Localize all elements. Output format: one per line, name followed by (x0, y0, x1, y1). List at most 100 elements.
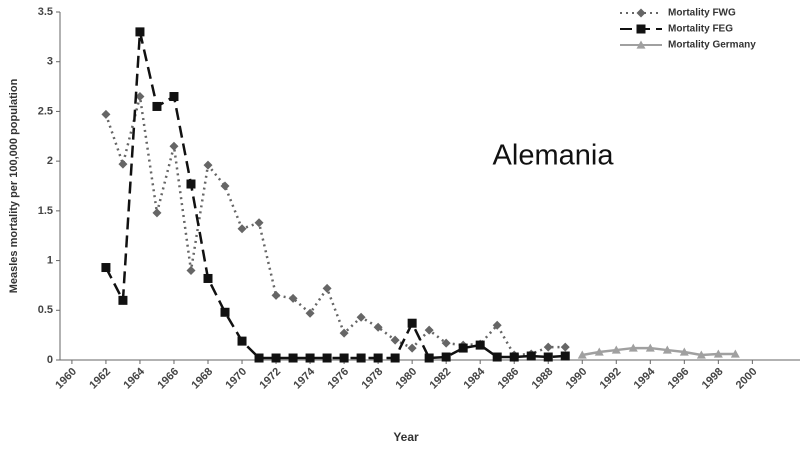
series-line (582, 346, 736, 357)
x-tick-label: 1974 (291, 365, 317, 391)
marker (636, 24, 646, 34)
y-tick-label: 3.5 (38, 6, 53, 18)
x-tick-label: 1960 (53, 366, 79, 392)
marker (424, 353, 434, 363)
x-tick-label: 1966 (155, 366, 181, 392)
y-tick-label: 2.5 (38, 105, 53, 117)
marker (339, 353, 349, 363)
marker (220, 307, 230, 317)
marker (203, 273, 213, 283)
series-line (104, 96, 566, 357)
marker (373, 322, 383, 332)
legend-label: Mortality FWG (668, 8, 736, 19)
marker (152, 208, 162, 218)
marker (288, 353, 298, 363)
y-tick-label: 1.5 (38, 205, 53, 217)
marker (560, 342, 570, 352)
marker (407, 343, 417, 353)
marker (135, 92, 145, 102)
marker (186, 266, 196, 276)
marker (135, 27, 145, 37)
marker (254, 353, 264, 363)
marker (628, 343, 638, 352)
marker (101, 263, 111, 273)
marker (390, 353, 400, 363)
x-tick-label: 1964 (121, 365, 147, 391)
marker (101, 109, 111, 119)
marker (407, 318, 417, 328)
marker (186, 179, 196, 189)
series-line (104, 31, 566, 360)
marker (169, 141, 179, 151)
y-axis-label: Measles mortality per 100,000 population (8, 78, 20, 293)
x-tick-label: 1980 (394, 366, 420, 392)
marker (322, 283, 332, 293)
x-tick-label: 1972 (257, 366, 283, 392)
y-tick-label: 3 (47, 56, 53, 68)
marker (237, 224, 247, 234)
x-tick-label: 1996 (666, 366, 692, 392)
marker (356, 312, 366, 322)
marker (543, 352, 553, 362)
marker (492, 352, 502, 362)
marker (492, 320, 502, 330)
x-tick-label: 1994 (632, 365, 658, 391)
marker (475, 340, 485, 350)
marker (305, 353, 315, 363)
y-tick-label: 0.5 (38, 304, 53, 316)
marker (271, 353, 281, 363)
x-tick-label: 1990 (564, 366, 590, 392)
marker (577, 350, 587, 359)
marker (509, 352, 519, 362)
x-axis-label: Year (393, 430, 419, 444)
legend-label: Mortality Germany (668, 40, 756, 51)
y-tick-label: 1 (47, 254, 53, 266)
marker (543, 342, 553, 352)
annotation: Alemania (493, 140, 615, 172)
marker (441, 352, 451, 362)
marker (152, 101, 162, 111)
x-tick-label: 2000 (734, 366, 760, 392)
marker (636, 8, 646, 18)
marker (662, 345, 672, 354)
x-tick-label: 1968 (189, 366, 215, 392)
x-tick-label: 1962 (87, 366, 113, 392)
marker (390, 335, 400, 345)
y-tick-label: 0 (47, 354, 53, 366)
x-tick-label: 1986 (496, 366, 522, 392)
x-tick-label: 1998 (700, 366, 726, 392)
marker (526, 351, 536, 361)
marker (594, 347, 604, 356)
marker (696, 350, 706, 359)
x-tick-label: 1970 (223, 366, 249, 392)
marker (373, 353, 383, 363)
marker (679, 347, 689, 356)
x-tick-label: 1978 (359, 366, 385, 392)
marker (339, 328, 349, 338)
marker (713, 349, 723, 358)
marker (271, 290, 281, 300)
marker (458, 343, 468, 353)
marker (237, 336, 247, 346)
marker (322, 353, 332, 363)
marker (305, 308, 315, 318)
marker (424, 325, 434, 335)
marker (254, 218, 264, 228)
marker (645, 343, 655, 352)
y-tick-label: 2 (47, 155, 53, 167)
marker (611, 345, 621, 354)
x-tick-label: 1984 (462, 365, 488, 391)
x-tick-label: 1988 (530, 366, 556, 392)
marker (169, 92, 179, 102)
x-tick-label: 1982 (428, 366, 454, 392)
marker (636, 40, 646, 49)
marker (288, 293, 298, 303)
marker (118, 295, 128, 305)
marker (560, 351, 570, 361)
marker (203, 160, 213, 170)
marker (730, 349, 740, 358)
x-tick-label: 1976 (325, 366, 351, 392)
legend-label: Mortality FEG (668, 24, 733, 35)
marker (118, 159, 128, 169)
